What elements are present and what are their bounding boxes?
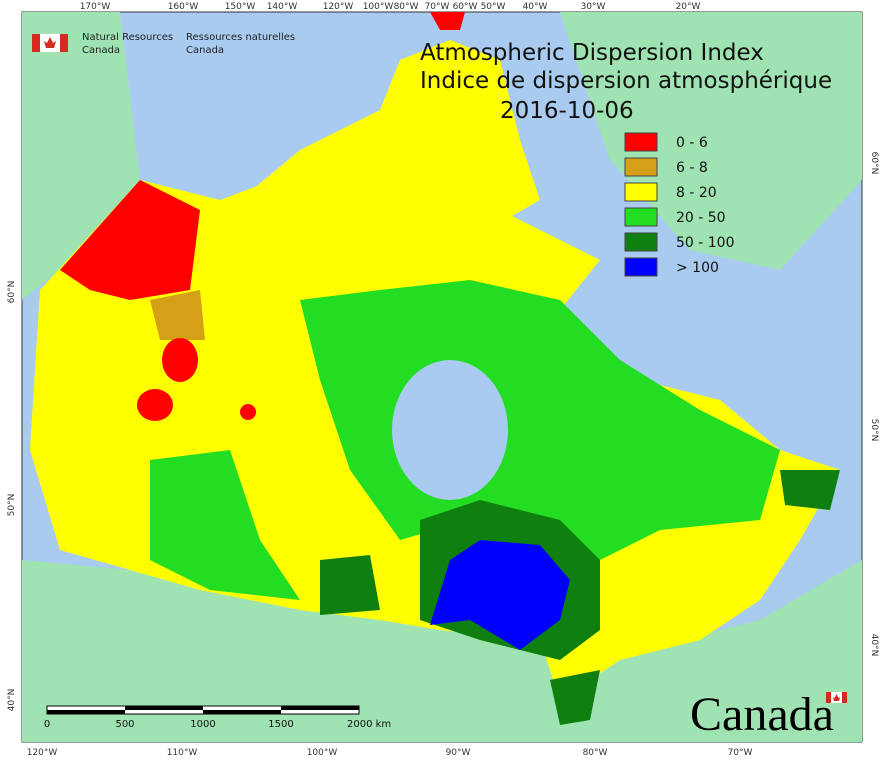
legend-label: 8 - 20 — [676, 185, 717, 201]
longitude-label: 100°W — [307, 748, 338, 758]
wordmark: Canada — [690, 688, 834, 741]
legend-swatch — [624, 207, 658, 227]
legend-label: 6 - 8 — [676, 160, 708, 176]
title: Atmospheric Dispersion Index — [420, 40, 764, 66]
legend-swatch — [624, 182, 658, 202]
longitude-label: 100°W — [363, 2, 394, 12]
longitude-label: 20°W — [676, 2, 701, 12]
longitude-label: 120°W — [27, 748, 58, 758]
scale-label: 500 — [115, 719, 134, 730]
foreign-land — [22, 12, 862, 742]
latitude-label: 40°N — [7, 689, 17, 712]
longitude-label: 70°W — [425, 2, 450, 12]
legend-swatch — [624, 257, 658, 277]
latitude-label: 40°N — [869, 634, 879, 657]
legend-label: 0 - 6 — [676, 135, 708, 151]
longitude-label: 50°W — [481, 2, 506, 12]
legend-label: 20 - 50 — [676, 210, 726, 226]
legend-swatch — [624, 232, 658, 252]
scale-label: 1500 — [268, 719, 293, 730]
org-name-en: Natural Resources — [82, 32, 173, 43]
scale-label: 2000 km — [347, 719, 391, 730]
latitude-label: 50°N — [7, 494, 17, 517]
scale-label: 1000 — [190, 719, 215, 730]
longitude-label: 90°W — [446, 748, 471, 758]
legend-label: > 100 — [676, 260, 719, 276]
longitude-label: 40°W — [523, 2, 548, 12]
org-name-en: Canada — [82, 45, 120, 56]
longitude-label: 30°W — [581, 2, 606, 12]
latitude-label: 60°N — [869, 152, 879, 175]
longitude-label: 140°W — [267, 2, 298, 12]
legend: 0 - 6 6 - 8 8 - 20 20 - 50 50 - 100 > 100 — [624, 132, 735, 277]
graticule-labels: 170°W 160°W 150°W 140°W 120°W 100°W 80°W 70°W 60… — [7, 2, 879, 758]
scale-bar: 0 500 1000 1500 2000 km — [44, 705, 391, 730]
org-name-fr: Ressources naturelles — [186, 32, 295, 43]
legend-swatch — [624, 157, 658, 177]
latitude-label: 50°N — [869, 419, 879, 442]
legend-swatch — [624, 132, 658, 152]
latitude-label: 60°N — [7, 281, 17, 304]
longitude-label: 80°W — [394, 2, 419, 12]
dispersion-areas — [30, 12, 840, 725]
legend-label: 50 - 100 — [676, 235, 735, 251]
longitude-label: 80°W — [583, 748, 608, 758]
org-name-fr: Canada — [186, 45, 224, 56]
longitude-label: 120°W — [323, 2, 354, 12]
date: 2016-10-06 — [500, 98, 634, 124]
longitude-label: 70°W — [728, 748, 753, 758]
canada-wordmark: Canada — [690, 688, 847, 741]
nrcan-signature: Natural Resources Canada Ressources natu… — [32, 32, 295, 56]
longitude-label: 150°W — [225, 2, 256, 12]
longitude-label: 60°W — [453, 2, 478, 12]
longitude-label: 110°W — [167, 748, 198, 758]
longitude-label: 170°W — [80, 2, 111, 12]
title: Indice de dispersion atmosphérique — [420, 68, 832, 94]
longitude-label: 160°W — [168, 2, 199, 12]
scale-label: 0 — [44, 719, 50, 730]
